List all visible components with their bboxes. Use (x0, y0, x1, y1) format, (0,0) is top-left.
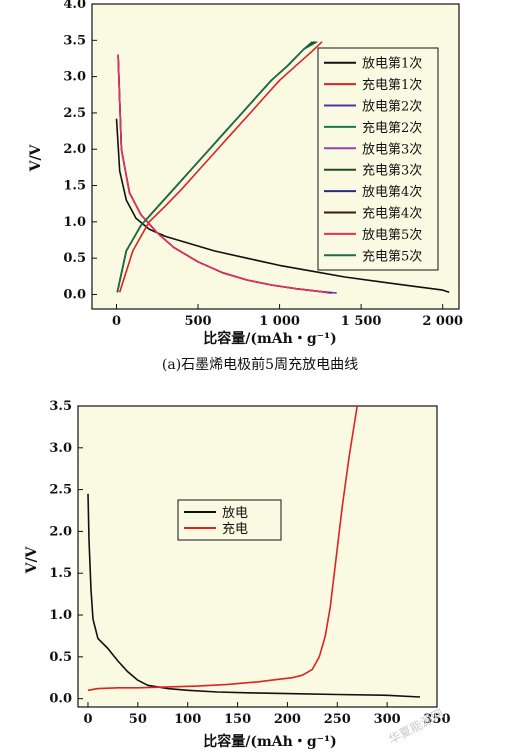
A-xtick-label: 1 500 (341, 314, 382, 329)
A-ytick-label: 3.0 (63, 70, 86, 85)
B-xtick-label: 0 (83, 712, 92, 727)
B-ytick-label: 1.5 (49, 566, 72, 581)
B-legend-box (177, 499, 282, 541)
B-ytick-label: 1.0 (49, 608, 72, 623)
B-xtick-label: 300 (374, 712, 401, 727)
B-ytick-label: 3.5 (49, 399, 72, 414)
B-xtick-label: 250 (324, 712, 351, 727)
A-legend-label: 充电第3次 (362, 163, 422, 179)
A-ytick-label: 0.0 (63, 287, 86, 302)
B-ytick-label: 3.0 (49, 441, 72, 456)
A-series-line-1 (115, 118, 450, 294)
B-series-line-2 (87, 405, 358, 692)
A-ytick-label: 1.5 (63, 179, 86, 194)
A-xtick-label: 1 000 (259, 314, 300, 329)
B-xtick-label: 200 (274, 712, 301, 727)
B-ytick-label: 2.0 (49, 524, 72, 539)
B-ytick-label: 0.5 (49, 650, 72, 665)
chart-a: 0 500 1 000 1 500 2 000 0.0 0.5 1.0 1.5 2.0 2.5 3.0… (28, 0, 463, 373)
B-series-line-1 (87, 493, 421, 698)
A-ytick-label: 4.0 (63, 0, 86, 12)
A-series-line-9 (117, 54, 329, 294)
chart-a-caption: (a)石墨烯电极前5周充放电曲线 (162, 356, 358, 373)
chart-b: 0 50 100 150 200 250 300 350 0.0 0.5 1.0 1.5 2.0 2.5 3… (24, 399, 451, 750)
A-series-line-2 (118, 41, 323, 293)
B-xtick-label: 150 (224, 712, 251, 727)
A-legend-label: 充电第1次 (362, 77, 422, 93)
A-legend-label: 充电第4次 (362, 206, 422, 222)
A-legend-label: 放电第3次 (362, 141, 422, 157)
B-ytick-label: 0.0 (49, 692, 72, 707)
A-ytick-label: 0.5 (63, 251, 86, 266)
A-ytick-label: 2.0 (63, 142, 86, 157)
A-series-line-10 (116, 41, 318, 293)
B-xtick-label: 350 (423, 712, 450, 727)
chart-a-xlabel: 比容量/(mAh・g⁻¹) (203, 330, 337, 347)
A-legend-label: 充电第5次 (362, 248, 422, 264)
A-xtick-label: 500 (184, 314, 211, 329)
B-xtick-label: 50 (129, 712, 147, 727)
A-legend-label: 放电第2次 (362, 99, 422, 115)
A-xtick-label: 0 (112, 314, 121, 329)
B-legend-label: 放电 (222, 506, 248, 521)
B-legend-label: 充电 (222, 521, 248, 537)
A-legend-label: 放电第5次 (362, 227, 422, 243)
chart-b-plot-area (77, 405, 438, 708)
A-ytick-label: 1.0 (63, 215, 86, 230)
B-xtick-label: 100 (174, 712, 201, 727)
chart-a-ylabel: V/V (28, 143, 44, 172)
chart-b-xlabel: 比容量/(mAh・g⁻¹) (203, 733, 337, 750)
A-ytick-label: 2.5 (63, 106, 86, 121)
A-legend-label: 放电第1次 (362, 56, 422, 72)
A-ytick-label: 3.5 (63, 33, 86, 48)
B-ytick-label: 2.5 (49, 483, 72, 498)
A-legend-label: 放电第4次 (362, 184, 422, 200)
A-xtick-label: 2 000 (422, 314, 463, 329)
A-legend-label: 充电第2次 (362, 120, 422, 136)
chart-b-ylabel: V/V (24, 545, 40, 574)
